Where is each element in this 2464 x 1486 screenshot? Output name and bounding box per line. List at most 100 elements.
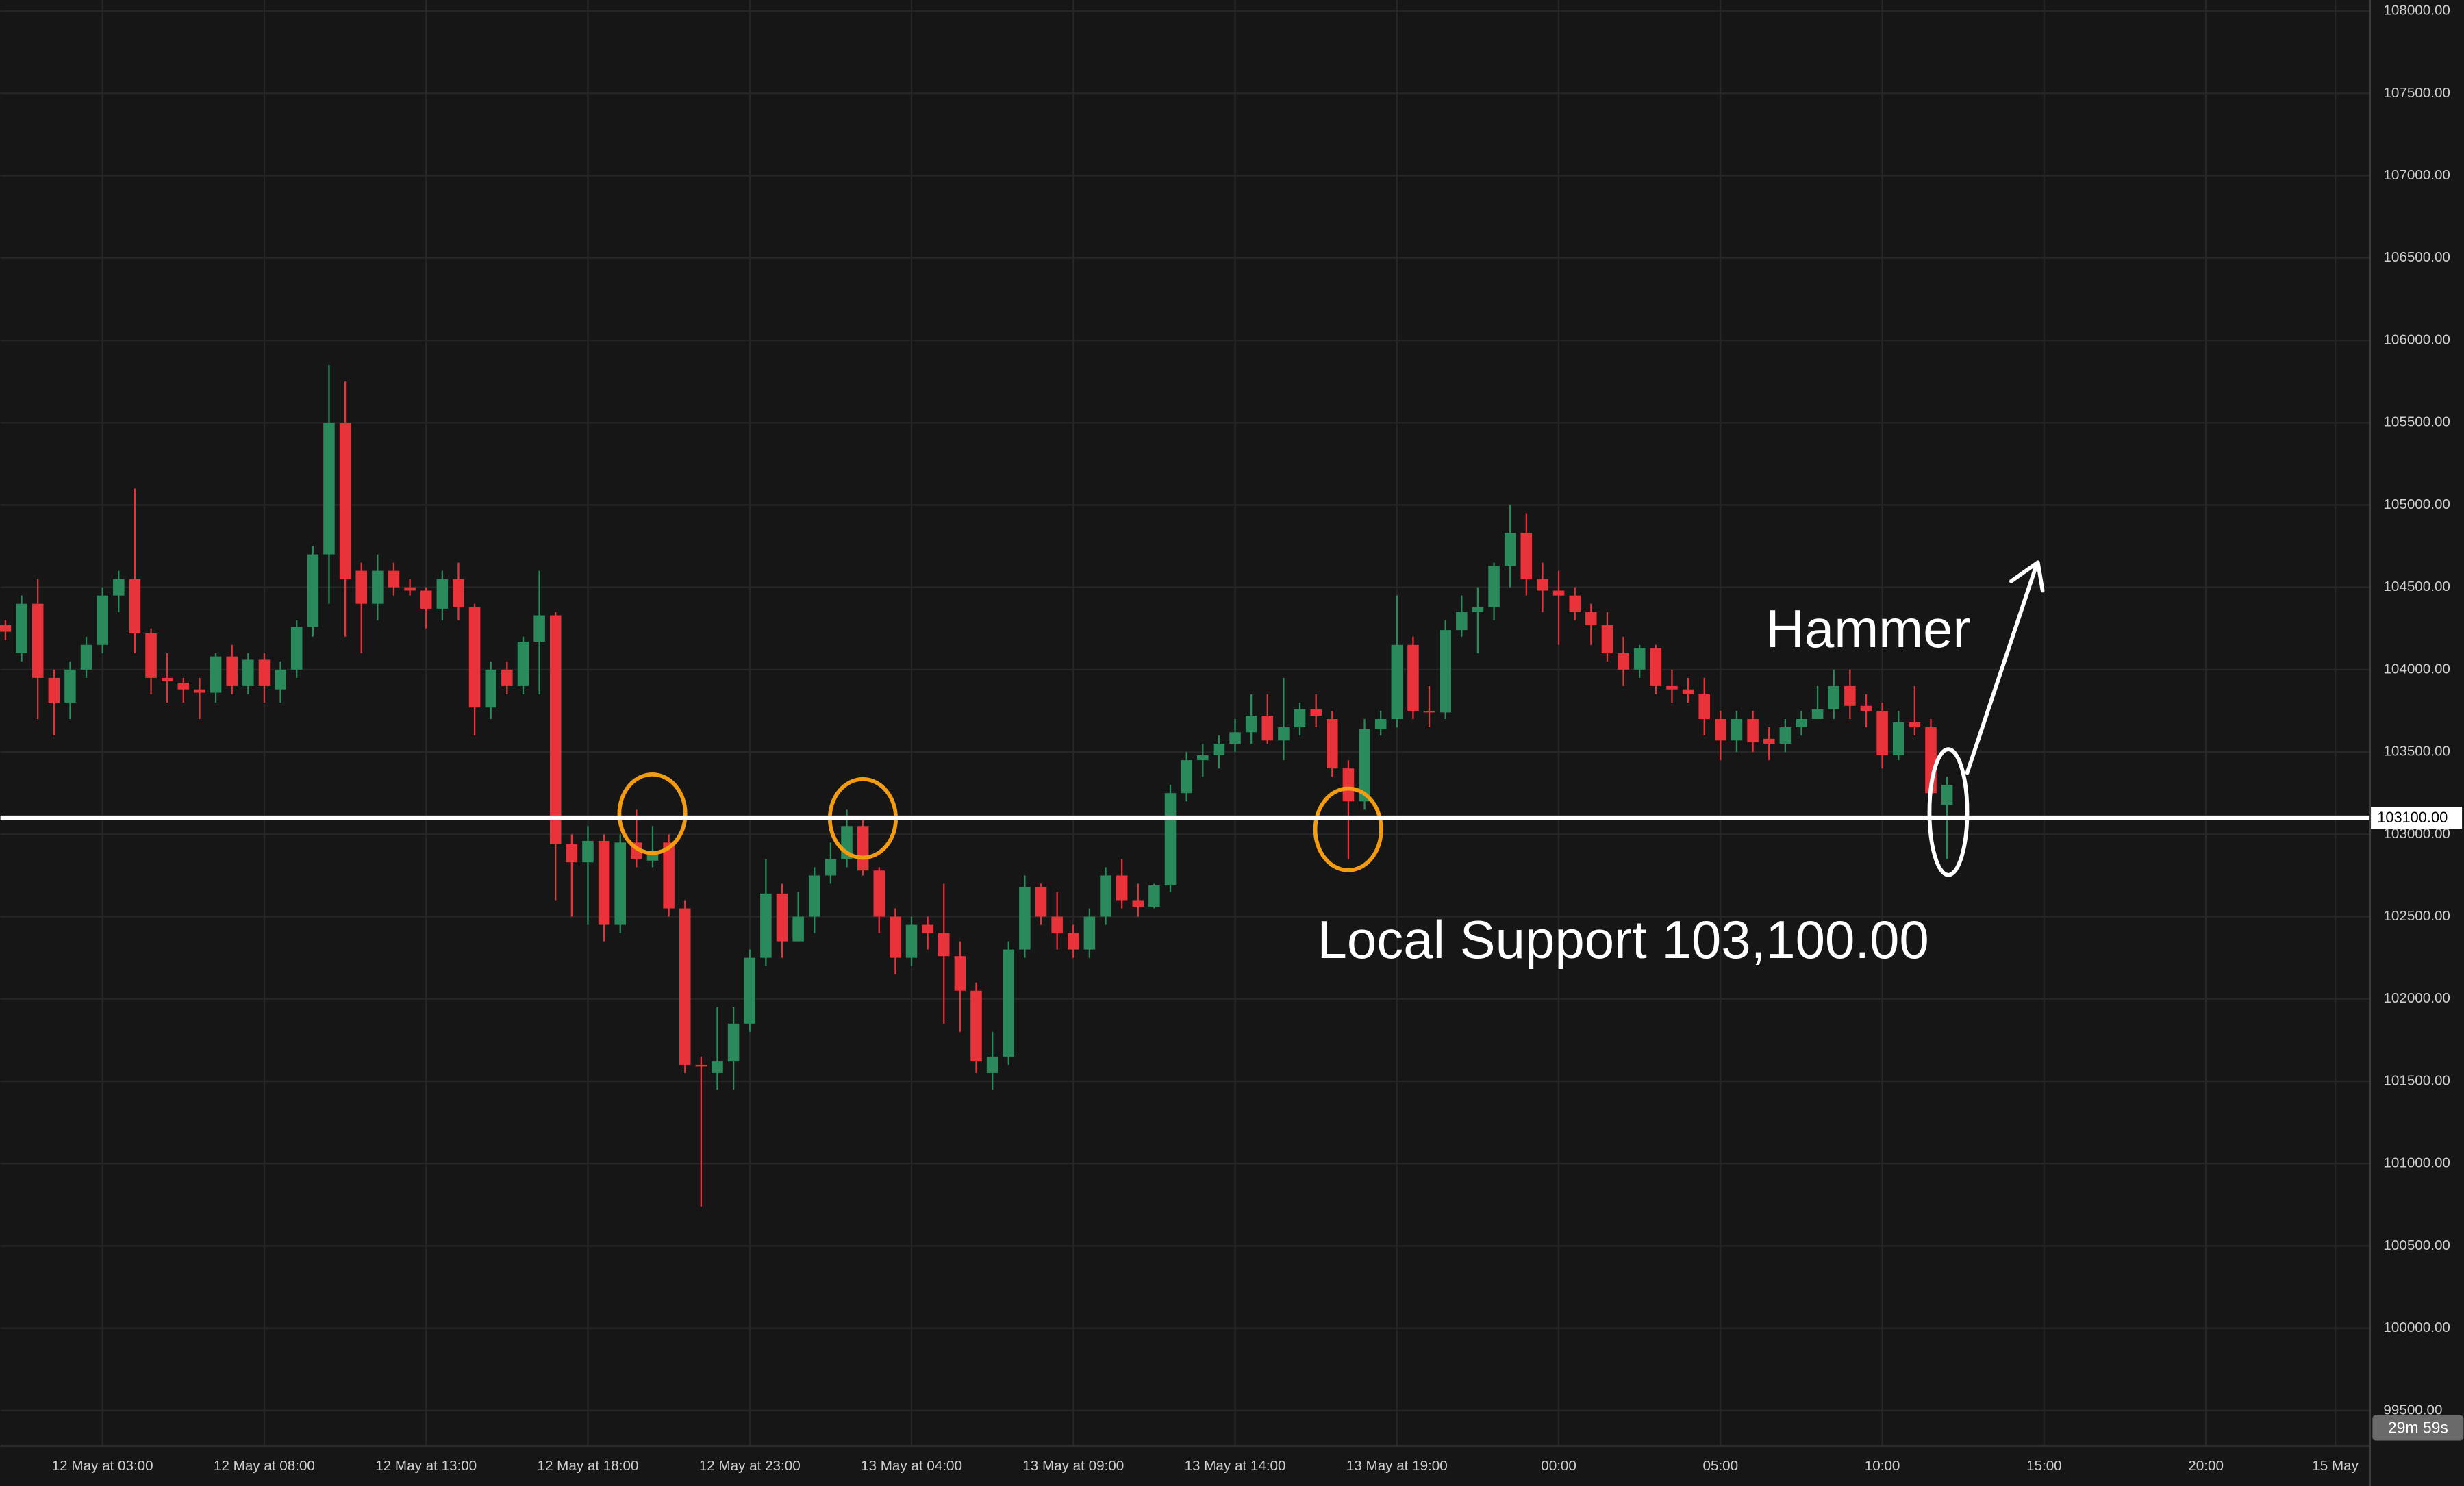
hammer-ellipse — [1927, 747, 1970, 877]
candle-body — [825, 859, 837, 876]
candle-body — [922, 924, 933, 933]
candle-body — [485, 669, 496, 708]
candle-body — [1585, 612, 1597, 625]
candle-body — [1569, 595, 1581, 612]
candle-body — [1213, 744, 1225, 755]
candle-body — [582, 840, 594, 863]
candle-body — [549, 615, 562, 844]
candle-body — [48, 677, 60, 703]
candle-body — [1359, 729, 1370, 802]
candle-body — [307, 554, 319, 627]
candle-body — [194, 689, 205, 693]
candle-body — [598, 840, 610, 925]
candle-body — [517, 642, 529, 686]
candle-body — [1731, 719, 1743, 741]
candle-body — [1796, 719, 1807, 728]
candle-body — [1100, 875, 1111, 917]
y-tick-label: 100500.00 — [2383, 1237, 2450, 1253]
x-tick-label: 13 May at 09:00 — [1022, 1458, 1124, 1474]
candle-body — [1019, 887, 1031, 950]
candle-body — [695, 1064, 707, 1067]
candle-body — [1197, 755, 1209, 761]
countdown-box — [2372, 1415, 2464, 1441]
candle-body — [1440, 630, 1451, 713]
y-tick-label: 105000.00 — [2383, 496, 2450, 512]
candle-body — [776, 893, 788, 942]
y-tick-label: 104000.00 — [2383, 661, 2450, 677]
candle-body — [663, 842, 675, 909]
candle-body — [905, 924, 918, 958]
candle-body — [1860, 705, 1872, 711]
y-tick-label: 102500.00 — [2383, 908, 2450, 924]
candle-body — [1828, 685, 1839, 709]
candle-body — [32, 603, 44, 678]
candle-body — [857, 826, 869, 871]
x-tick-label: 13 May at 19:00 — [1346, 1458, 1448, 1474]
candle-body — [210, 656, 222, 693]
x-tick-label: 12 May at 18:00 — [538, 1458, 639, 1474]
y-tick-label: 103500.00 — [2383, 744, 2450, 759]
candle-body — [1148, 885, 1160, 907]
candle-body — [744, 957, 756, 1024]
candle-body — [1633, 648, 1646, 670]
candle-body — [792, 916, 804, 942]
candle-body — [80, 644, 92, 670]
candle-body — [323, 423, 335, 555]
pattern-annotation: Hammer — [1766, 599, 1971, 659]
y-tick-label: 108000.00 — [2383, 3, 2450, 18]
candle-body — [1229, 732, 1241, 744]
candle-body — [1941, 785, 1953, 805]
highlight-circle — [617, 772, 688, 855]
candle-body — [712, 1061, 723, 1073]
candle-body — [1909, 722, 1921, 728]
candle-body — [1068, 933, 1079, 950]
candle-body — [727, 1023, 740, 1062]
y-tick-label: 105500.00 — [2383, 414, 2450, 430]
candle-body — [1181, 760, 1192, 794]
candle-body — [1552, 590, 1565, 596]
countdown: 29m 59s — [2388, 1418, 2448, 1436]
candle-body — [388, 570, 400, 588]
y-tick-label: 107000.00 — [2383, 167, 2450, 183]
candle-body — [890, 916, 901, 958]
candle-body — [275, 669, 286, 690]
candle-body — [1504, 533, 1516, 566]
y-tick-label: 102000.00 — [2383, 990, 2450, 1006]
candle-body — [1083, 916, 1096, 950]
candle-body — [1666, 685, 1678, 690]
candle-body — [404, 587, 416, 591]
candle-body — [1876, 710, 1888, 755]
candle-body — [1051, 916, 1063, 933]
candle-body — [1294, 709, 1306, 728]
x-tick-label: 10:00 — [1865, 1458, 1900, 1474]
candle-body — [1132, 900, 1144, 907]
candle-body — [1374, 719, 1387, 729]
candle-body — [1520, 533, 1533, 579]
candle-body — [436, 579, 449, 609]
candle-body — [0, 625, 12, 632]
y-tick-label: 101500.00 — [2383, 1072, 2450, 1088]
candle-body — [113, 579, 125, 596]
candle-body — [1164, 793, 1177, 885]
candle-body — [97, 595, 108, 645]
candle-body — [1892, 722, 1904, 755]
candle-body — [339, 423, 351, 579]
candle-body — [1035, 887, 1047, 917]
candle-body — [679, 908, 691, 1065]
candle-body — [873, 870, 885, 917]
candle-body — [1488, 566, 1500, 607]
candle-body — [1003, 949, 1015, 1057]
candle-body — [1245, 716, 1257, 733]
candle-body — [468, 607, 481, 708]
candle-body — [453, 579, 464, 607]
candle-body — [290, 627, 303, 670]
x-tick-label: 12 May at 23:00 — [699, 1458, 801, 1474]
candle-body — [1407, 644, 1419, 711]
candle-body — [1342, 768, 1355, 802]
candle-body — [1391, 644, 1403, 720]
candle-body — [1278, 727, 1290, 741]
candle-body — [258, 659, 271, 686]
candle-body — [1844, 685, 1856, 706]
y-tick-label: 103000.00 — [2383, 826, 2450, 842]
